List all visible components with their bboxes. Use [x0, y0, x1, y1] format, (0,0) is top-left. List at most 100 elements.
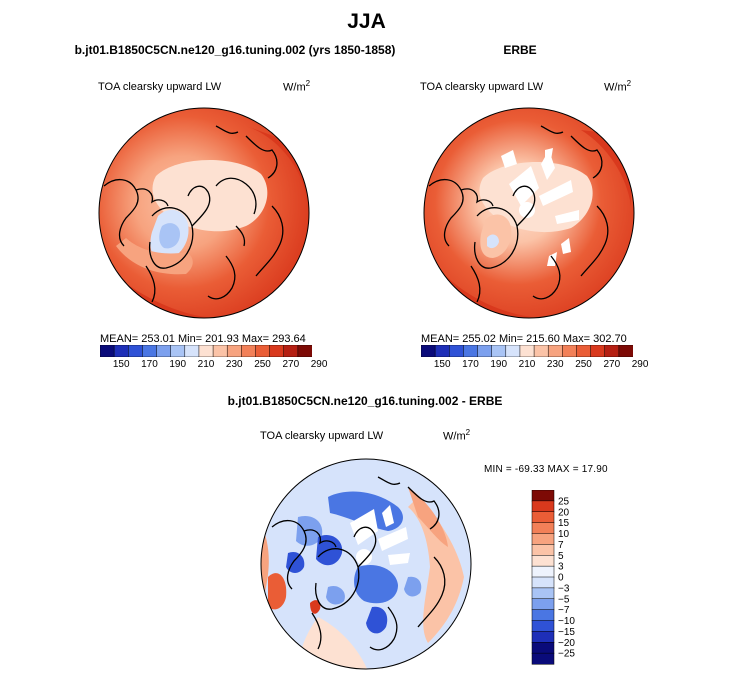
diff-colorbar-swatch [531, 587, 555, 600]
obs-colorbar-tick-label: 190 [490, 359, 508, 370]
diff-colorbar-tick-label: 0 [558, 573, 564, 584]
model-colorbar-swatch [100, 345, 115, 357]
diff-colorbar-tick-label: −25 [558, 649, 575, 660]
model-colorbar-swatch [226, 345, 242, 357]
obs-case-title: ERBE [503, 43, 537, 57]
diff-colorbar-swatch [531, 631, 555, 643]
model-colorbar-swatch [297, 345, 312, 357]
obs-coastlines [428, 125, 609, 303]
obs-colorbar-ticks: 150 170 190 210 230 250 270 290 [421, 359, 649, 373]
obs-colorbar-swatch [491, 345, 507, 357]
obs-colorbar-tick-label: 290 [631, 359, 649, 370]
obs-colorbar-tick-label: 250 [575, 359, 592, 370]
obs-colorbar-swatch [449, 345, 464, 357]
obs-colorbar-tick-label: 230 [546, 359, 564, 370]
diff-colorbar-swatch [531, 642, 555, 654]
diff-colorbar-tick-label: −5 [558, 594, 570, 605]
model-coastlines [103, 125, 284, 303]
model-polar-map [98, 107, 310, 319]
obs-colorbar-swatch [576, 345, 592, 357]
diff-polar-map [260, 458, 472, 670]
diff-colorbar-tick-label: 3 [558, 562, 564, 573]
diff-colorbar-swatch [531, 609, 555, 622]
obs-colorbar-swatch [562, 345, 578, 357]
obs-colorbar-swatch [547, 345, 563, 357]
model-colorbar-ticks: 150 170 190 210 230 250 270 290 [100, 359, 328, 373]
obs-colorbar-swatch [434, 345, 450, 357]
diff-colorbar-swatch [531, 652, 555, 665]
model-colorbar-swatch [184, 345, 200, 357]
model-colorbar-tick-label: 250 [254, 359, 271, 370]
obs-stats: MEAN= 255.02 Min= 215.60 Max= 302.70 [421, 333, 627, 345]
diff-colorbar-tick-label: 15 [558, 518, 570, 529]
obs-colorbar-tick-label: 270 [603, 359, 621, 370]
diff-colorbar-tick-label: 5 [558, 551, 564, 562]
obs-colorbar-swatch [590, 345, 606, 357]
model-colorbar-swatch [113, 345, 129, 357]
diff-colorbar-tick-label: 25 [558, 496, 570, 507]
diff-case-title: b.jt01.B1850C5CN.ne120_g16.tuning.002 - … [227, 394, 503, 408]
obs-colorbar [421, 345, 633, 357]
diff-coastlines [271, 476, 446, 651]
diff-colorbar-swatch [531, 576, 555, 589]
diff-colorbar-tick-label: −3 [558, 583, 570, 594]
model-colorbar-swatch [128, 345, 143, 357]
obs-colorbar-swatch [477, 345, 493, 357]
diff-colorbar-swatch [531, 544, 555, 556]
diff-colorbar-swatch [531, 555, 555, 567]
model-colorbar-swatches [100, 345, 312, 357]
model-colorbar-tick-label: 290 [310, 359, 328, 370]
obs-colorbar-swatch [618, 345, 633, 357]
diff-variable-label: TOA clearsky upward LW [260, 430, 384, 442]
model-colorbar-tick-label: 190 [169, 359, 187, 370]
obs-greenland-core [487, 234, 499, 249]
diff-colorbar-swatch [531, 620, 555, 632]
diff-colorbar-swatch [531, 598, 555, 611]
model-colorbar-swatch [241, 345, 257, 357]
obs-colorbar-swatch [604, 345, 620, 357]
obs-colorbar-tick-label: 170 [462, 359, 479, 370]
model-colorbar-swatch [212, 345, 228, 357]
diff-colorbar-swatch [531, 500, 555, 513]
model-colorbar-swatch [255, 345, 271, 357]
model-units-label: W/m2 [283, 79, 311, 94]
diff-colorbar-tick-label: 20 [558, 507, 570, 518]
diff-pos-west [261, 517, 269, 627]
diff-colorbar-swatch [531, 565, 555, 578]
diff-colorbar-swatches [531, 490, 555, 665]
model-variable-label: TOA clearsky upward LW [98, 81, 222, 93]
model-colorbar-swatch [170, 345, 186, 357]
model-colorbar-swatch [198, 345, 214, 357]
model-case-title: b.jt01.B1850C5CN.ne120_g16.tuning.002 (y… [74, 43, 396, 57]
model-stats: MEAN= 253.01 Min= 201.93 Max= 293.64 [100, 333, 306, 345]
diff-colorbar-swatch [531, 533, 555, 545]
obs-colorbar-swatch [519, 345, 535, 357]
diff-colorbar-tick-label: −7 [558, 605, 570, 616]
obs-colorbar-swatch [505, 345, 521, 357]
model-colorbar-swatch [156, 345, 172, 357]
obs-variable-label: TOA clearsky upward LW [420, 81, 544, 93]
model-colorbar-tick-label: 270 [282, 359, 300, 370]
diff-stats: MIN = -69.33 MAX = 17.90 [484, 464, 608, 475]
diff-colorbar-swatch [531, 511, 555, 524]
obs-colorbar-swatches [421, 345, 633, 357]
diff-colorbar-tick-label: 10 [558, 529, 570, 540]
diff-neg-strip [310, 600, 321, 614]
model-colorbar-tick-label: 230 [225, 359, 243, 370]
figure-title: JJA [347, 10, 386, 33]
model-colorbar [100, 345, 312, 357]
model-greenland-core [159, 223, 180, 249]
obs-units-label: W/m2 [604, 79, 632, 94]
model-colorbar-swatch [142, 345, 158, 357]
diff-pos-southwest [268, 573, 287, 610]
diff-neg-blobs [286, 491, 422, 634]
obs-colorbar-tick-label: 150 [433, 359, 451, 370]
diff-colorbar-swatch [531, 522, 555, 535]
obs-colorbar-swatch [463, 345, 479, 357]
model-colorbar-tick-label: 150 [112, 359, 130, 370]
diff-pos-northeast [408, 487, 448, 547]
obs-colorbar-tick-label: 210 [518, 359, 536, 370]
diff-colorbar-swatch [531, 490, 555, 502]
